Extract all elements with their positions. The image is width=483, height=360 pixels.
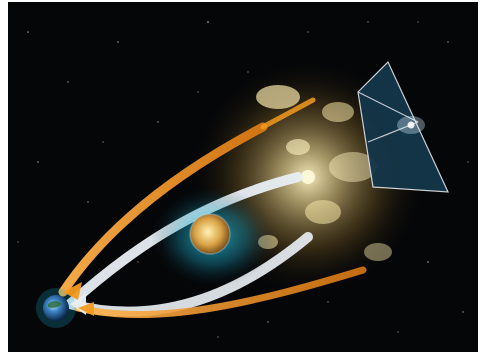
orange-rays <box>58 97 367 319</box>
gravitational-lensing-illustration <box>8 2 478 352</box>
lensing-svg <box>17 21 469 338</box>
observer-planet-icon <box>36 288 76 328</box>
foreground-galaxy-icon <box>151 187 275 287</box>
starfield <box>17 21 469 338</box>
background-galaxy-icon <box>357 60 449 193</box>
arrow-heads <box>63 282 94 316</box>
